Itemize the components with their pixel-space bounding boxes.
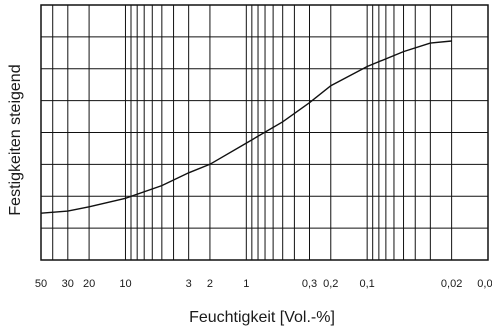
x-tick-label: 30 (62, 278, 74, 290)
x-tick-label: 0,1 (360, 278, 375, 290)
x-tick-label: 2 (207, 278, 213, 290)
x-tick-label: 0,2 (323, 278, 338, 290)
plot-border (40, 4, 489, 261)
y-axis-title: Festigkeiten steigend (7, 64, 24, 215)
series-line-0 (40, 40, 452, 214)
x-tick-label: 50 (35, 278, 47, 290)
x-tick-label: 0,02 (441, 278, 462, 290)
grid (41, 5, 488, 260)
x-tick-label: 3 (186, 278, 192, 290)
x-tick-labels: 50 30 20 10 3 2 1 0,3 0,2 0,1 0,02 0,01 (35, 278, 492, 290)
x-tick-label: 20 (83, 278, 95, 290)
series-layer (40, 40, 452, 214)
x-tick-label: 1 (243, 278, 249, 290)
x-tick-label: 0,3 (302, 278, 317, 290)
x-tick-label: 0,01 (477, 278, 492, 290)
x-tick-label: 10 (119, 278, 131, 290)
plot-frame (40, 4, 489, 261)
x-axis-title: Feuchtigkeit [Vol.-%] (189, 309, 335, 326)
